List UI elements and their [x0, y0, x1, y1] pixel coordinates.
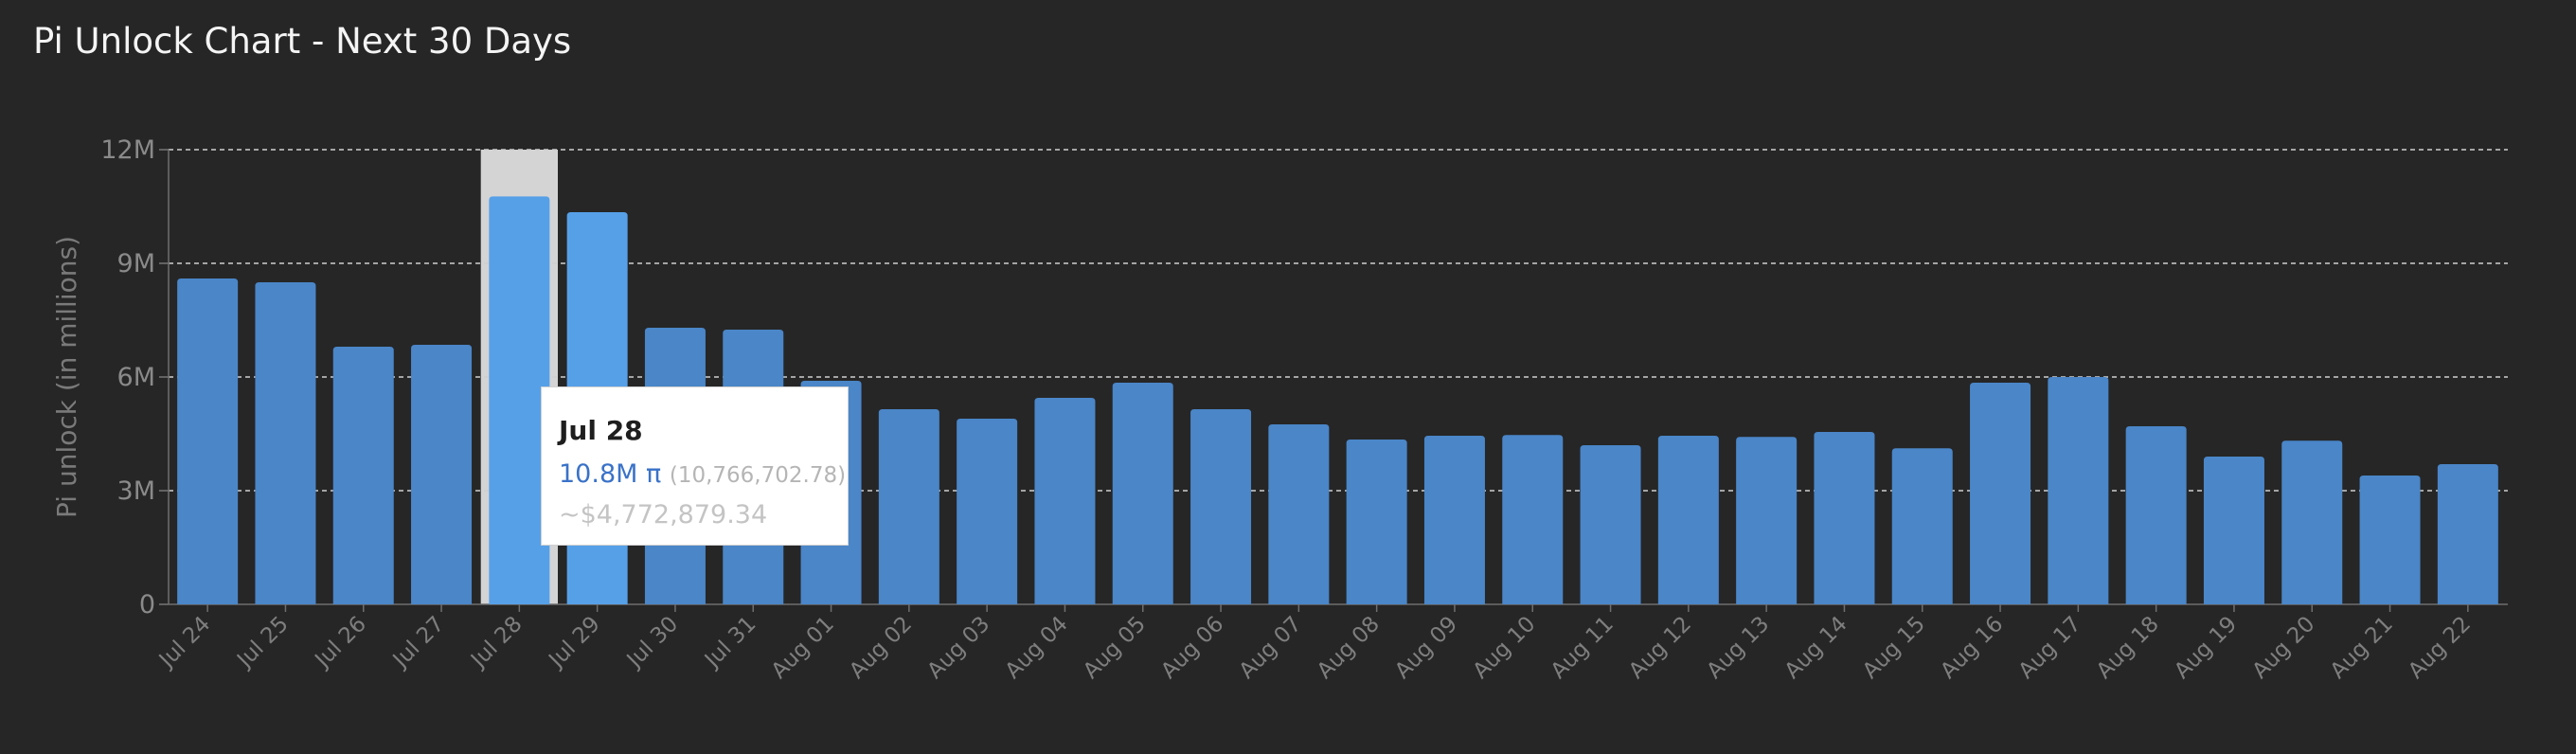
- x-tick-label: Aug 18: [2092, 612, 2164, 684]
- y-tick-labels: 0 3M 6M 9M 12M: [100, 135, 155, 619]
- bar: [957, 419, 1018, 604]
- gridlines: [169, 149, 2508, 492]
- x-tick-label: Aug 11: [1547, 612, 1619, 684]
- tooltip-usd-value: ~$4,772,879.34: [559, 500, 768, 530]
- x-tick-label: Jul 28: [465, 612, 527, 673]
- y-tick-label: 0: [139, 590, 155, 619]
- tooltip-short-value: 10.8M π: [559, 459, 662, 489]
- bar: [1502, 435, 1564, 604]
- y-tick-label: 12M: [100, 135, 155, 165]
- bar: [2125, 426, 2187, 604]
- x-tick-label: Jul 24: [153, 612, 215, 673]
- x-tick-label: Aug 17: [2014, 612, 2086, 684]
- axes: [159, 149, 2508, 612]
- bar: [1580, 445, 1641, 604]
- x-tick-label: Aug 09: [1390, 612, 1462, 684]
- x-tick-label: Aug 19: [2170, 612, 2242, 684]
- tooltip-date: Jul 28: [559, 415, 643, 446]
- x-tick-label: Aug 06: [1156, 612, 1228, 684]
- y-tick-label: 3M: [117, 476, 155, 506]
- bar: [1112, 383, 1173, 604]
- bar: [2203, 457, 2264, 604]
- x-tick-label: Aug 07: [1235, 612, 1307, 684]
- bar: [1423, 436, 1485, 604]
- bar: [1190, 409, 1252, 604]
- x-tick-label: Aug 12: [1624, 612, 1696, 684]
- bar: [1970, 383, 2031, 604]
- bar-tooltip: Jul 28 10.8M π (10,766,702.78) ~$4,772,8…: [541, 386, 849, 546]
- x-tick-label: Aug 05: [1079, 612, 1151, 684]
- bar: [1736, 437, 1798, 604]
- bar: [177, 278, 239, 604]
- bar: [1034, 398, 1096, 604]
- bar: [2437, 464, 2498, 604]
- page-title: Pi Unlock Chart - Next 30 Days: [33, 21, 572, 62]
- x-tick-label: Aug 14: [1780, 612, 1852, 684]
- x-tick-label: Aug 22: [2404, 612, 2476, 684]
- tooltip-exact-value: (10,766,702.78): [669, 463, 847, 488]
- bar: [332, 347, 394, 604]
- bar: [1346, 440, 1407, 604]
- tooltip-value-line: 10.8M π (10,766,702.78): [559, 459, 846, 489]
- x-tick-labels: Jul 24 Jul 25 Jul 26 Jul 27 Jul 28 Jul 29 Jul …: [153, 612, 2476, 684]
- y-tick-label: 6M: [117, 363, 155, 392]
- x-tick-label: Aug 08: [1313, 612, 1385, 684]
- x-tick-label: Jul 26: [310, 612, 371, 673]
- bar: [489, 196, 550, 604]
- x-tick-label: Aug 01: [767, 612, 839, 684]
- bar: [1657, 436, 1719, 604]
- x-tick-label: Jul 25: [231, 612, 293, 673]
- bar: [411, 345, 473, 604]
- x-tick-label: Jul 29: [544, 612, 605, 673]
- y-axis-title: Pi unlock (in millions): [51, 236, 82, 518]
- bar: [1891, 448, 1953, 604]
- x-tick-label: Jul 27: [387, 612, 449, 673]
- bars: [177, 196, 2498, 604]
- bar: [878, 409, 939, 604]
- x-tick-label: Jul 31: [699, 612, 760, 673]
- y-tick-label: 9M: [117, 249, 155, 278]
- x-tick-label: Aug 21: [2326, 612, 2398, 684]
- x-tick-label: Aug 10: [1468, 612, 1540, 684]
- bar: [1268, 424, 1330, 604]
- bar: [2281, 440, 2343, 604]
- x-tick-label: Aug 20: [2247, 612, 2319, 684]
- bar: [2359, 476, 2421, 604]
- bar: [2048, 377, 2109, 604]
- x-tick-label: Aug 16: [1936, 612, 2008, 684]
- bar: [1814, 432, 1875, 604]
- x-tick-label: Aug 02: [845, 612, 917, 684]
- x-tick-label: Aug 15: [1858, 612, 1930, 684]
- x-tick-label: Aug 03: [922, 612, 994, 684]
- x-tick-label: Aug 13: [1702, 612, 1774, 684]
- bar: [255, 282, 316, 604]
- x-tick-label: Aug 04: [1001, 612, 1073, 684]
- x-tick-label: Jul 30: [621, 612, 683, 673]
